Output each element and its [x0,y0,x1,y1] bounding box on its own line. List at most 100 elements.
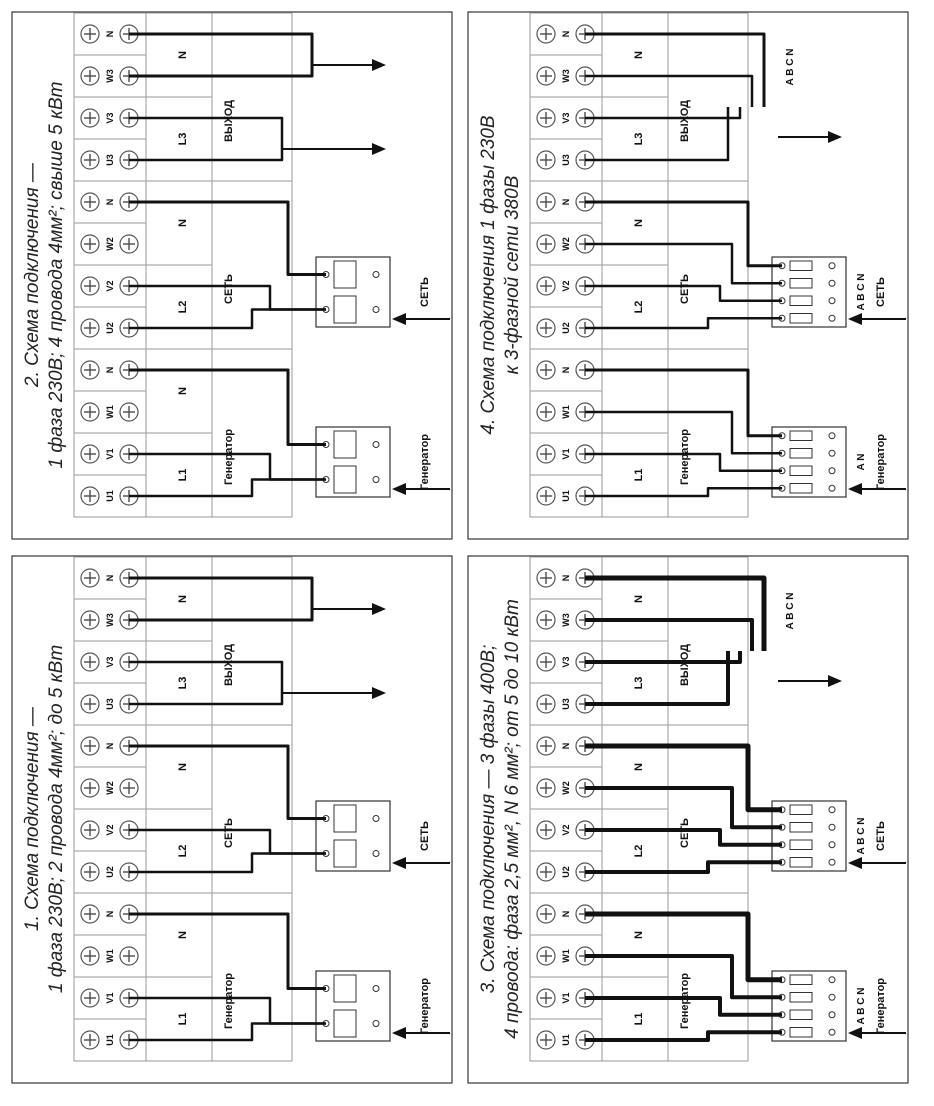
diagram-subtitle: к 3-фазной сети 380В [502,175,523,374]
breaker-net-lever [333,260,357,289]
group-label: L1 [177,1013,189,1026]
terminal-label: U3 [105,154,115,166]
terminal-label: N [561,743,571,750]
breaker-phase-labels: A N [856,454,867,471]
wire [585,828,782,847]
wire-output [129,576,314,622]
terminal-label: W2 [561,237,571,251]
diagram-subtitle: 1 фаза 230В; 2 провода 4мм²; до 5 кВт [46,645,67,993]
terminal-label: U2 [105,322,115,334]
section-label-out: ВЫХОД [679,100,691,142]
breaker-net-out-screw [828,314,836,322]
group-label: N [633,219,645,227]
breaker-phase-labels: A B C N [856,274,867,311]
breaker-net-lever [789,822,813,833]
breaker-generator-out-screw [828,432,836,440]
breaker-generator-lever [789,430,813,441]
wire [129,996,326,1025]
terminal-label: W1 [105,405,115,419]
arrow-output-head [828,675,842,687]
wire [585,368,782,438]
terminal-label: V2 [561,824,571,835]
section-label-net: СЕТЬ [679,274,691,304]
terminal-label: N [105,575,115,582]
terminal-label: U1 [105,1034,115,1046]
terminal-label: N [561,575,571,582]
breaker-generator-out-screw [828,1011,836,1019]
group-label: N [177,219,189,227]
breaker-generator-lever [789,483,813,494]
breaker-generator-lever [789,448,813,459]
panel-p4: 4. Схема подключения 1 фазы 230В к 3-фазн… [478,12,906,518]
breaker-net-lever [333,295,357,324]
panel-p3: 3. Схема подключения — 3 фазы 400В; 4 про… [478,556,906,1062]
section-label-gen: Генератор [223,429,235,485]
breaker-net-lever [789,295,813,306]
wire [129,284,326,311]
group-label: L3 [633,677,645,690]
section-label-gen: Генератор [679,429,691,485]
breaker-generator [771,426,847,498]
wire-output [129,32,314,78]
wire [129,912,326,990]
breaker-phase-labels: A B C N [856,818,867,855]
arrow-generator-in-head [848,483,862,495]
terminal-label: W1 [105,949,115,963]
section-label-out: ВЫХОД [223,644,235,686]
section-label-gen: Генератор [679,973,691,1029]
breaker-generator-out-screw [828,1028,836,1036]
arrow-output-head [372,143,386,155]
breaker-generator-out-screw [828,993,836,1001]
breaker-net [771,256,847,328]
section-label-out: ВЫХОД [223,100,235,142]
terminal-label: V2 [105,824,115,835]
terminal-label: W3 [561,69,571,83]
terminal-label: U3 [105,698,115,710]
terminal-label: N [105,367,115,374]
wire [585,911,782,983]
breaker-net-out-screw [372,850,380,857]
breaker-net-out-screw [828,297,836,305]
breaker-net-out-screw [372,815,380,822]
breaker-generator-out-screw [828,467,836,475]
breaker-net-lever [789,260,813,271]
breaker-net-out-screw [828,806,836,814]
breaker-phase-labels: A B C N [856,988,867,1025]
terminal-label: V2 [105,280,115,291]
breaker-generator-lever [333,465,357,494]
wire [585,487,782,498]
group-label: L2 [633,845,645,858]
wire-output [585,651,730,706]
breaker-net-out-screw [828,858,836,866]
section-label-net: СЕТЬ [223,274,235,304]
terminal-label: U3 [561,698,571,710]
arrow-net-in-head [392,857,406,869]
terminal-label: W1 [561,949,571,963]
wire-output [585,575,767,651]
breaker-net-lever [789,278,813,289]
breaker-generator-lever [789,974,813,985]
terminal-label: U1 [561,1034,571,1046]
group-label: N [633,763,645,771]
section-label-out: ВЫХОД [679,644,691,686]
output-phase-labels: A B C N [785,49,796,86]
arrow-net-in-head [848,313,862,325]
breaker-generator-lever [333,430,357,459]
arrow-generator-in-head [392,483,406,495]
breaker-label-generator: Генератор [419,978,431,1034]
terminal-label: W3 [561,613,571,627]
terminal-label: V1 [105,992,115,1003]
wire-output [129,116,284,162]
breaker-net-lever [333,839,357,868]
breaker-net [771,800,847,872]
breaker-generator-lever [789,465,813,476]
breaker-generator-out-screw [372,985,380,992]
wire [585,200,782,268]
wire [585,860,782,874]
terminal-label: U1 [105,490,115,502]
terminal-label: N [105,199,115,206]
group-label: L3 [177,133,189,146]
group-label: L1 [633,469,645,482]
group-label: L2 [633,301,645,314]
